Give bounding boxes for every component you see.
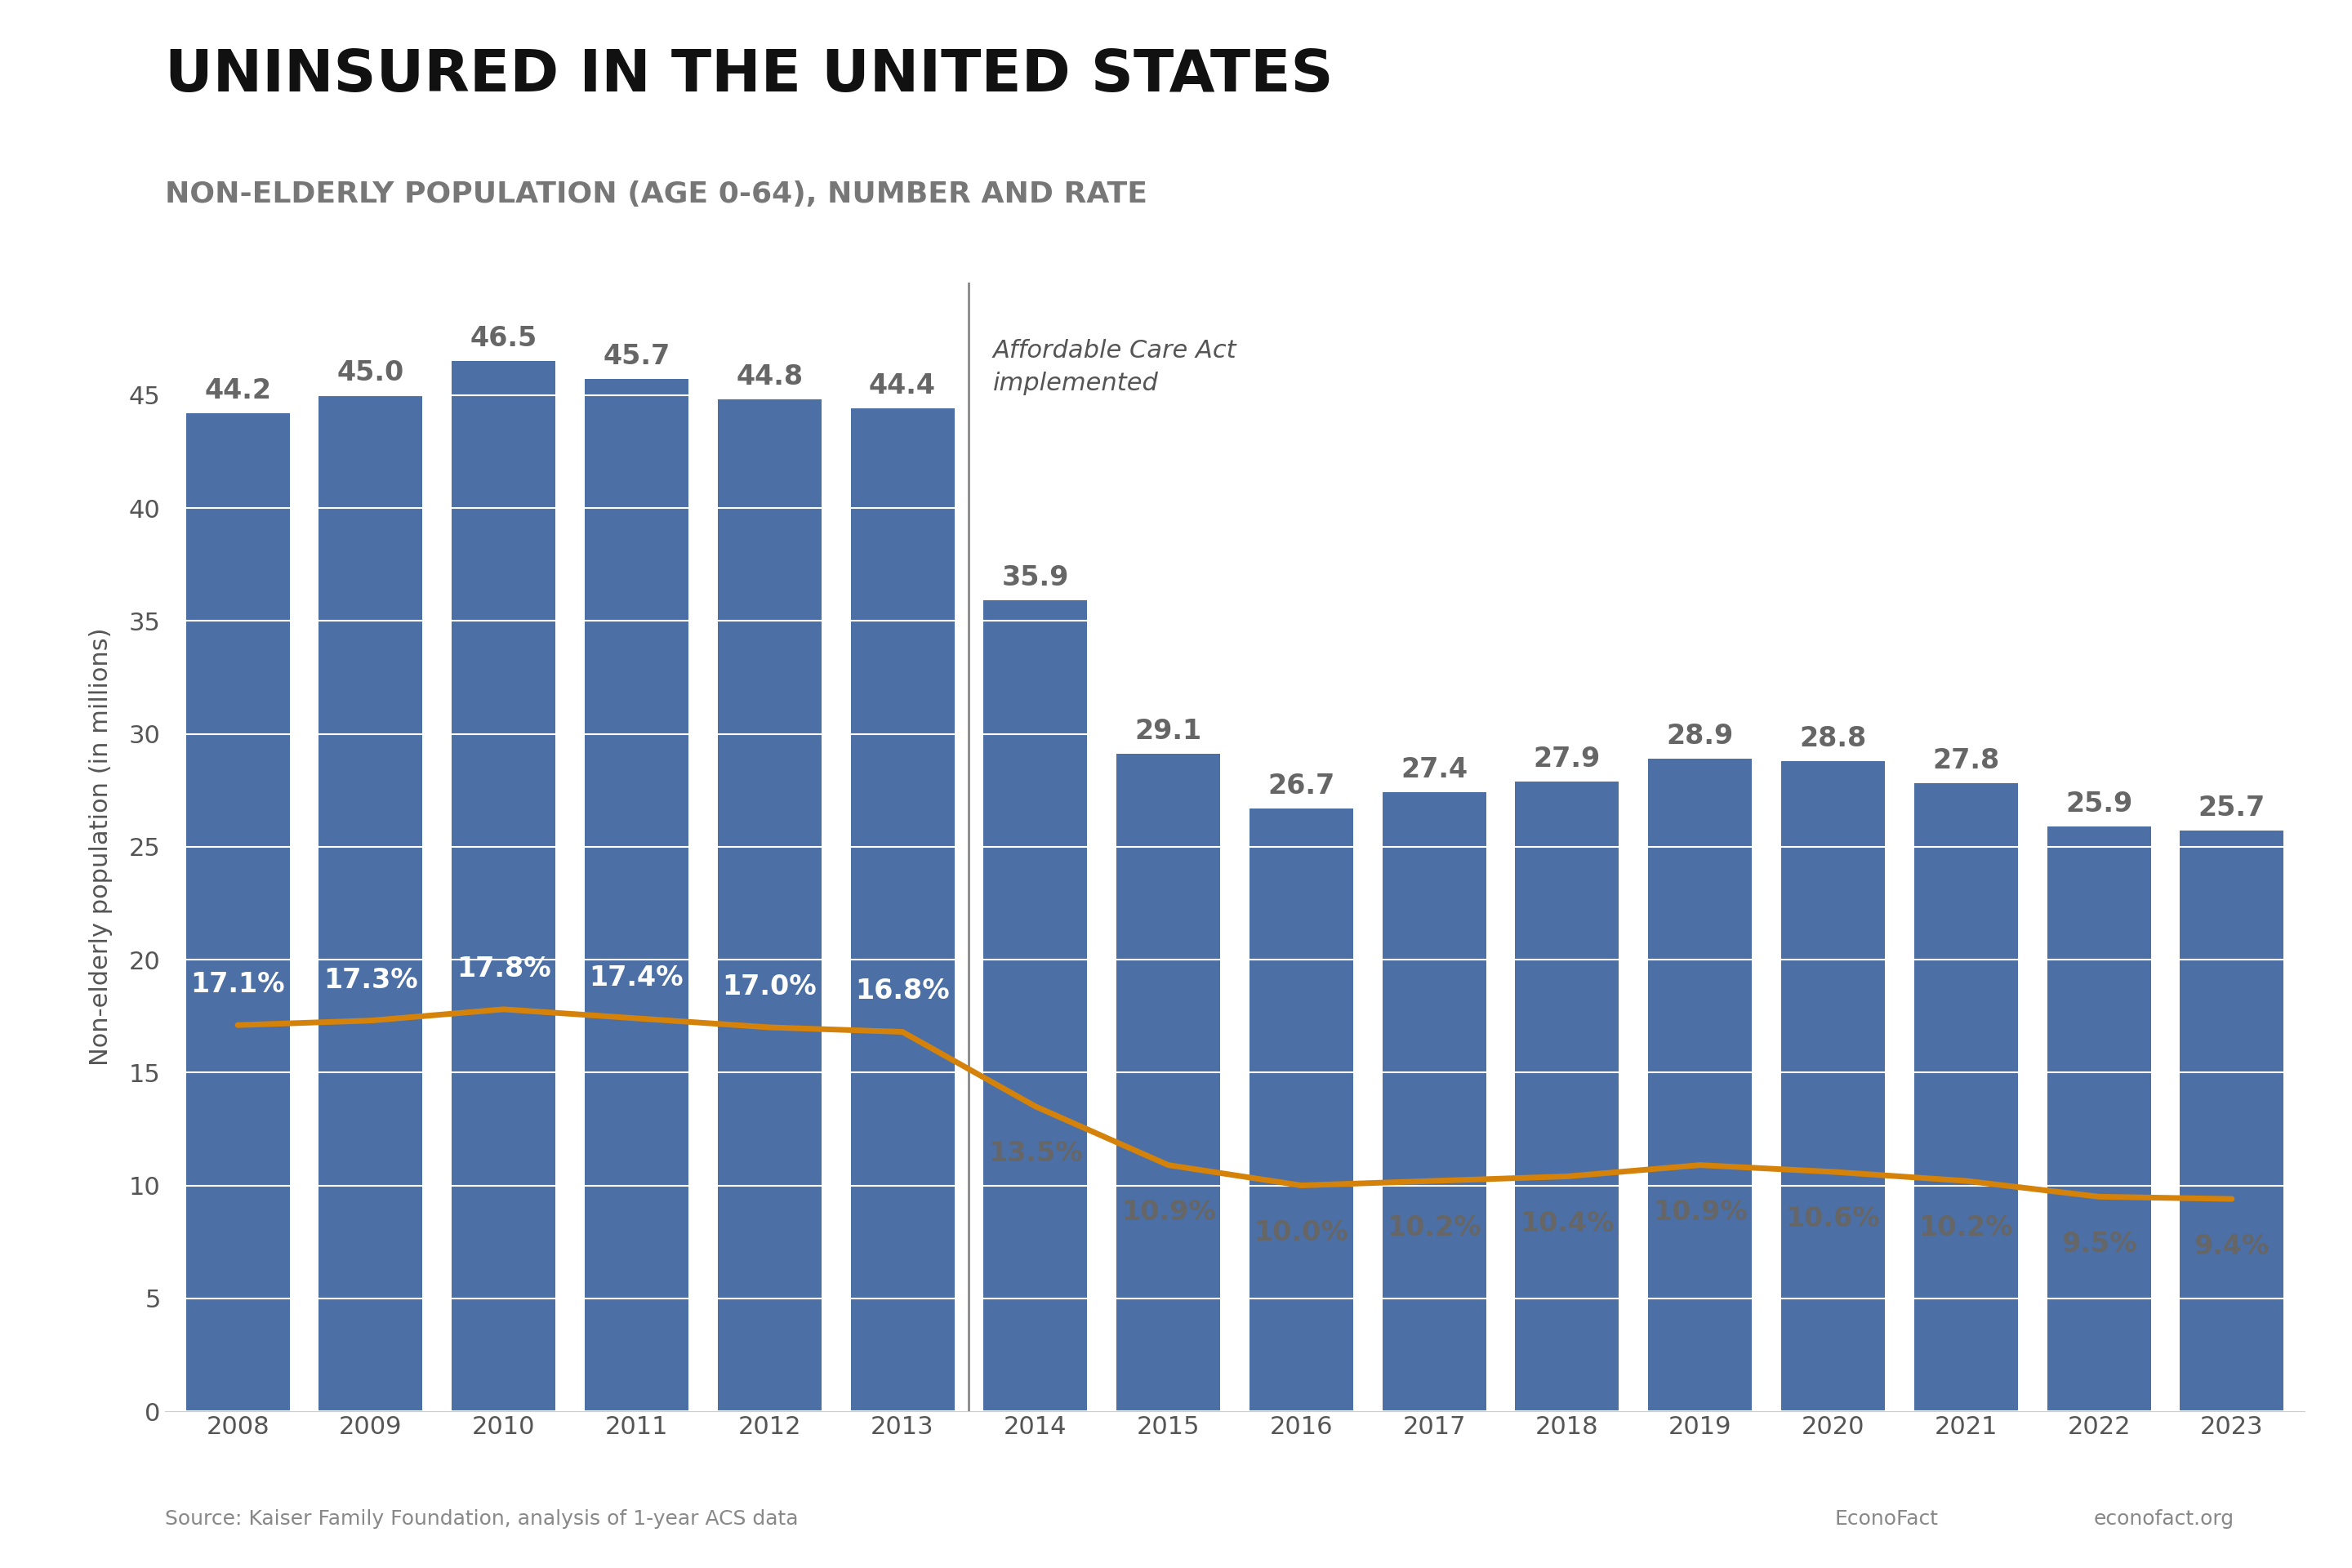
Text: 28.8: 28.8 <box>1799 724 1867 753</box>
Text: 35.9: 35.9 <box>1002 564 1070 591</box>
Text: 17.1%: 17.1% <box>191 971 285 997</box>
Bar <box>2046 826 2150 1411</box>
Bar <box>717 400 821 1411</box>
Text: 45.0: 45.0 <box>336 359 405 386</box>
Bar <box>851 409 955 1411</box>
Text: 27.8: 27.8 <box>1933 748 1999 775</box>
Text: NON-ELDERLY POPULATION (AGE 0-64), NUMBER AND RATE: NON-ELDERLY POPULATION (AGE 0-64), NUMBE… <box>165 180 1148 209</box>
Text: 44.4: 44.4 <box>868 373 936 400</box>
Text: 10.2%: 10.2% <box>1388 1215 1482 1242</box>
Text: EconoFact: EconoFact <box>1835 1508 1938 1529</box>
Text: 17.3%: 17.3% <box>325 966 419 994</box>
Text: 13.5%: 13.5% <box>988 1140 1082 1167</box>
Text: 16.8%: 16.8% <box>856 978 950 1005</box>
Text: 10.2%: 10.2% <box>1919 1215 2013 1242</box>
Text: 44.8: 44.8 <box>736 364 802 390</box>
Text: UNINSURED IN THE UNITED STATES: UNINSURED IN THE UNITED STATES <box>165 47 1334 103</box>
Bar <box>2180 831 2284 1411</box>
Text: 9.5%: 9.5% <box>2060 1231 2136 1258</box>
Text: 10.6%: 10.6% <box>1785 1206 1879 1232</box>
Text: 44.2: 44.2 <box>205 378 270 405</box>
Bar <box>186 414 289 1411</box>
Text: 27.4: 27.4 <box>1402 756 1468 784</box>
Bar <box>1649 759 1752 1411</box>
Text: Affordable Care Act
implemented: Affordable Care Act implemented <box>993 339 1237 395</box>
Text: 17.0%: 17.0% <box>722 974 816 1000</box>
Text: 28.9: 28.9 <box>1668 723 1733 750</box>
Text: 29.1: 29.1 <box>1134 718 1202 745</box>
Text: 27.9: 27.9 <box>1534 745 1602 771</box>
Bar <box>1915 784 2018 1411</box>
Text: 25.9: 25.9 <box>2065 790 2133 817</box>
Bar <box>983 601 1087 1411</box>
Text: 45.7: 45.7 <box>602 343 670 370</box>
Bar <box>1515 781 1618 1411</box>
Text: econofact.org: econofact.org <box>2093 1508 2234 1529</box>
Bar <box>586 379 689 1411</box>
Bar <box>1780 760 1884 1411</box>
Text: 10.4%: 10.4% <box>1519 1210 1613 1237</box>
Text: 26.7: 26.7 <box>1268 773 1336 800</box>
Bar <box>320 395 423 1411</box>
Bar <box>1383 792 1486 1411</box>
Text: 25.7: 25.7 <box>2199 795 2265 822</box>
Bar <box>1117 754 1221 1411</box>
Text: 10.0%: 10.0% <box>1254 1220 1348 1247</box>
Text: 9.4%: 9.4% <box>2194 1232 2270 1259</box>
Text: 46.5: 46.5 <box>470 325 536 353</box>
Text: 10.9%: 10.9% <box>1122 1200 1216 1226</box>
Bar <box>1249 809 1352 1411</box>
Bar <box>452 361 555 1411</box>
Text: 10.9%: 10.9% <box>1653 1200 1748 1226</box>
Text: 17.4%: 17.4% <box>590 964 684 991</box>
Text: 17.8%: 17.8% <box>456 955 550 982</box>
Y-axis label: Non-elderly population (in millions): Non-elderly population (in millions) <box>89 627 113 1066</box>
Text: Source: Kaiser Family Foundation, analysis of 1-year ACS data: Source: Kaiser Family Foundation, analys… <box>165 1508 797 1529</box>
